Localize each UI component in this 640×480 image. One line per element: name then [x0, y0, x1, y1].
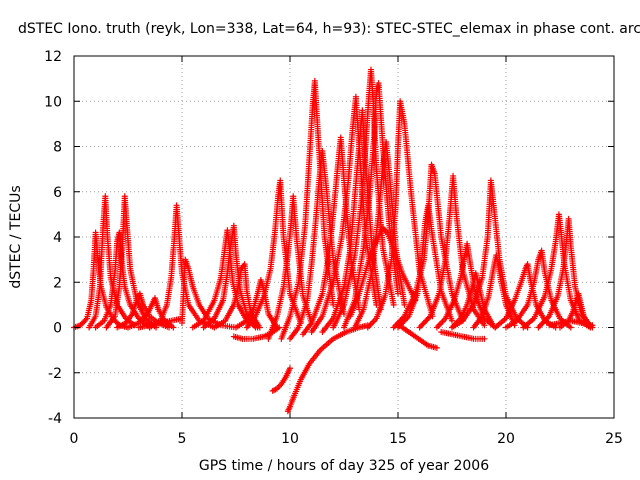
- plus-marker: [276, 324, 283, 331]
- plus-marker: [390, 301, 397, 308]
- x-tick-label: 10: [281, 431, 299, 447]
- y-tick-label: 12: [44, 49, 62, 65]
- plus-marker: [170, 324, 177, 331]
- plus-marker: [540, 318, 547, 325]
- x-tick-label: 0: [70, 431, 79, 447]
- y-tick-label: 6: [53, 185, 62, 201]
- plus-marker: [395, 290, 401, 297]
- series-arc: [438, 329, 488, 342]
- plus-marker: [82, 316, 89, 323]
- series-arc: [330, 66, 397, 331]
- y-tick-label: 8: [53, 140, 62, 156]
- x-tick-label: 25: [605, 431, 623, 447]
- series-arc: [146, 202, 218, 331]
- y-tick-label: -2: [48, 366, 62, 382]
- x-tick-label: 20: [497, 431, 515, 447]
- y-tick-label: 10: [44, 94, 62, 110]
- chart-title: dSTEC Iono. truth (reyk, Lon=338, Lat=64…: [18, 21, 640, 37]
- x-tick-label: 5: [178, 431, 187, 447]
- plus-marker: [401, 301, 408, 308]
- series-arc: [269, 365, 293, 394]
- data-marks: [71, 66, 596, 415]
- series-arc: [557, 290, 596, 331]
- series-arc: [211, 261, 263, 331]
- series-arc: [364, 98, 436, 331]
- plus-marker: [567, 324, 574, 331]
- series-arc: [503, 247, 574, 331]
- series-arc: [395, 202, 455, 331]
- x-tick-label: 15: [389, 431, 407, 447]
- series-arc: [284, 322, 371, 415]
- plus-marker: [481, 335, 488, 342]
- y-tick-label: 0: [53, 321, 62, 337]
- plus-marker: [433, 344, 440, 351]
- axis-ticks: 0 5 10 15 20 25 -4 -2 0 2 4 6 8 10 12: [44, 49, 623, 447]
- plus-marker: [536, 323, 543, 330]
- plus-marker: [589, 322, 596, 329]
- y-axis-title: dSTEC / TECUs: [8, 185, 24, 288]
- y-tick-label: 4: [53, 230, 62, 246]
- series-arc: [449, 177, 531, 331]
- series-arc: [546, 317, 596, 329]
- series-arc: [287, 148, 347, 342]
- plus-marker: [256, 324, 263, 331]
- y-tick-label: -4: [48, 411, 62, 427]
- x-axis-title: GPS time / hours of day 325 of year 2006: [199, 458, 489, 474]
- y-tick-label: 2: [53, 275, 62, 291]
- plus-marker: [449, 317, 455, 324]
- plus-marker: [481, 322, 488, 329]
- plus-marker: [287, 365, 293, 372]
